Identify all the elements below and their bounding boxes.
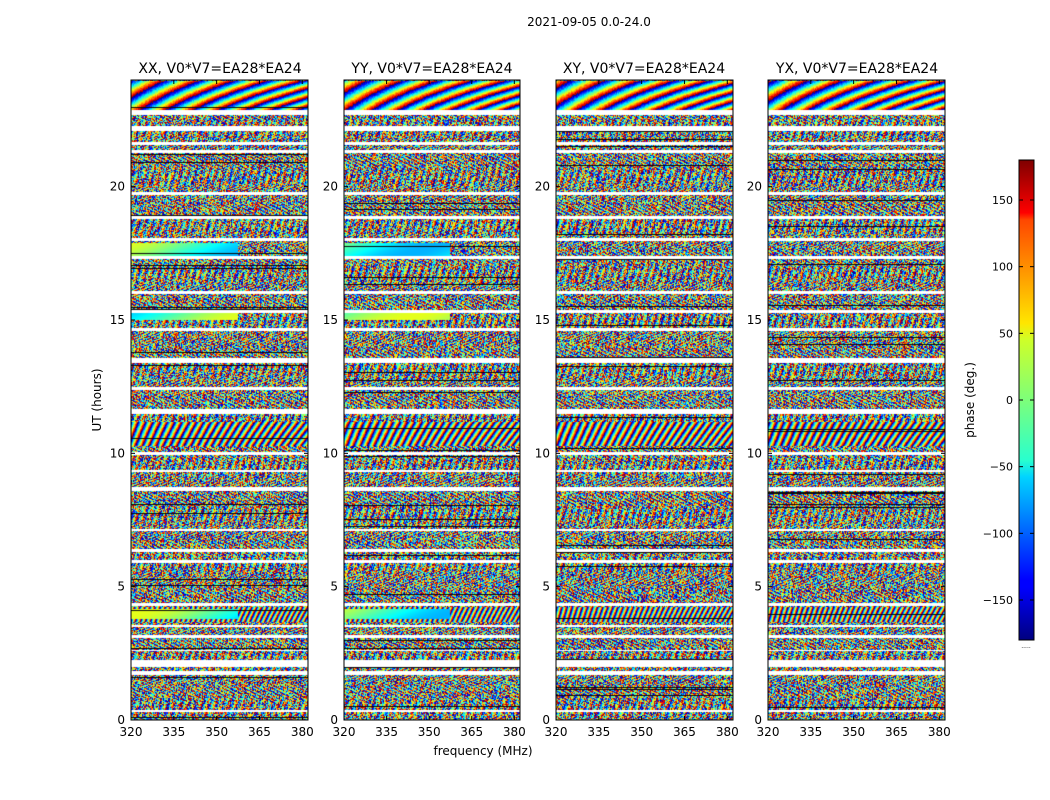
x-tick-label-xx-335: 335 [162, 725, 185, 739]
x-tick-label-xx-350: 350 [205, 725, 228, 739]
colorbar-tick-label--150: −150 [983, 594, 1013, 607]
y-tick-label-yy-5: 5 [330, 580, 338, 594]
x-tick-label-yx-320: 320 [757, 725, 780, 739]
panel-title-xy: XY, V0*V7=EA28*EA24 [563, 61, 725, 77]
x-axis-xx: 320 335 350 365 380 [120, 80, 314, 739]
y-tick-label-xx-0: 0 [117, 713, 125, 727]
x-axis-xy: 320 335 350 365 380 [545, 80, 739, 739]
y-tick-label-yy-20: 20 [323, 180, 338, 194]
x-tick-label-xx-380: 380 [291, 725, 314, 739]
x-tick-label-xy-365: 365 [673, 725, 696, 739]
axes-frame-yx [767, 79, 946, 721]
y-axis-label: UT (hours) [90, 368, 104, 431]
x-tick-label-yy-365: 365 [460, 725, 483, 739]
x-axis-label: frequency (MHz) [433, 744, 532, 758]
x-tick-label-yx-365: 365 [885, 725, 908, 739]
y-axis-yx: 0 5 10 15 20 [747, 180, 945, 727]
x-tick-label-yx-335: 335 [799, 725, 822, 739]
colorbar-tick-label--50: −50 [990, 461, 1013, 474]
y-tick-label-yx-5: 5 [754, 580, 762, 594]
x-tick-label-xy-350: 350 [630, 725, 653, 739]
y-tick-label-yx-10: 10 [747, 446, 762, 460]
panel-xx: XX, V0*V7=EA28*EA24 0 5 10 15 20 320 335 350 36… [110, 61, 314, 739]
y-tick-label-xx-20: 20 [110, 180, 125, 194]
y-axis-yy: 0 5 10 15 20 [323, 180, 520, 727]
panel-title-xx: XX, V0*V7=EA28*EA24 [138, 61, 301, 77]
x-tick-label-yx-380: 380 [928, 725, 951, 739]
y-tick-label-xy-10: 10 [535, 446, 550, 460]
heatmap-image-yx [768, 80, 945, 720]
y-axis-xx: 0 5 10 15 20 [110, 180, 308, 727]
y-tick-label-yx-20: 20 [747, 180, 762, 194]
axes-frame-xx [130, 79, 309, 721]
colorbar-tick-label-150: 150 [992, 194, 1013, 207]
y-tick-label-xy-15: 15 [535, 313, 550, 327]
y-tick-label-xy-5: 5 [542, 580, 550, 594]
y-tick-label-yy-10: 10 [323, 446, 338, 460]
x-tick-label-yx-350: 350 [842, 725, 865, 739]
x-tick-label-xy-380: 380 [716, 725, 739, 739]
y-tick-label-xx-10: 10 [110, 446, 125, 460]
colorbar-label: phase (deg.) [963, 362, 977, 438]
x-tick-label-yy-350: 350 [418, 725, 441, 739]
heatmap-image-xx [131, 80, 308, 720]
colorbar-ticks: −150 −100 −50 0 50 100 150 [983, 194, 1034, 607]
y-tick-label-xy-20: 20 [535, 180, 550, 194]
y-tick-label-yy-15: 15 [323, 313, 338, 327]
x-tick-label-yy-335: 335 [375, 725, 398, 739]
x-tick-label-xx-365: 365 [248, 725, 271, 739]
y-tick-label-xy-0: 0 [542, 713, 550, 727]
x-tick-label-xy-335: 335 [587, 725, 610, 739]
figure-title: 2021-09-05 0.0-24.0 [527, 15, 651, 29]
axes-frame-yy [343, 79, 521, 721]
y-tick-label-yx-0: 0 [754, 713, 762, 727]
y-tick-label-yy-0: 0 [330, 713, 338, 727]
colorbar-tick-label-100: 100 [992, 261, 1013, 274]
y-tick-label-xx-15: 15 [110, 313, 125, 327]
x-tick-label-xy-320: 320 [545, 725, 568, 739]
colorbar-tick-label-0: 0 [1006, 394, 1013, 407]
axes-frame-xy [555, 79, 734, 721]
colorbar: −150 −100 −50 0 50 100 150 phase (deg.) ..... [963, 159, 1035, 650]
panel-yx: YX, V0*V7=EA28*EA24 0 5 10 15 20 320 335 350 36… [747, 61, 951, 739]
x-tick-label-yy-320: 320 [333, 725, 356, 739]
heatmap-image-yy [344, 80, 520, 720]
y-tick-label-yx-15: 15 [747, 313, 762, 327]
x-axis-yy: 320 335 350 365 380 [333, 80, 526, 739]
colorbar-tick-label-50: 50 [999, 327, 1013, 340]
x-tick-label-xx-320: 320 [120, 725, 143, 739]
panel-title-yx: YX, V0*V7=EA28*EA24 [775, 61, 938, 77]
colorbar-tick-label--100: −100 [983, 527, 1013, 540]
heatmap-image-xy [556, 80, 733, 720]
colorbar-footnote: ..... [1021, 643, 1031, 650]
panel-xy: XY, V0*V7=EA28*EA24 0 5 10 15 20 320 335 350 36… [535, 61, 739, 739]
x-tick-label-yy-380: 380 [503, 725, 526, 739]
x-axis-yx: 320 335 350 365 380 [757, 80, 951, 739]
panel-yy: YY, V0*V7=EA28*EA24 0 5 10 15 20 320 335 350 36… [323, 61, 526, 739]
y-tick-label-xx-5: 5 [117, 580, 125, 594]
panel-title-yy: YY, V0*V7=EA28*EA24 [350, 61, 512, 77]
y-axis-xy: 0 5 10 15 20 [535, 180, 733, 727]
